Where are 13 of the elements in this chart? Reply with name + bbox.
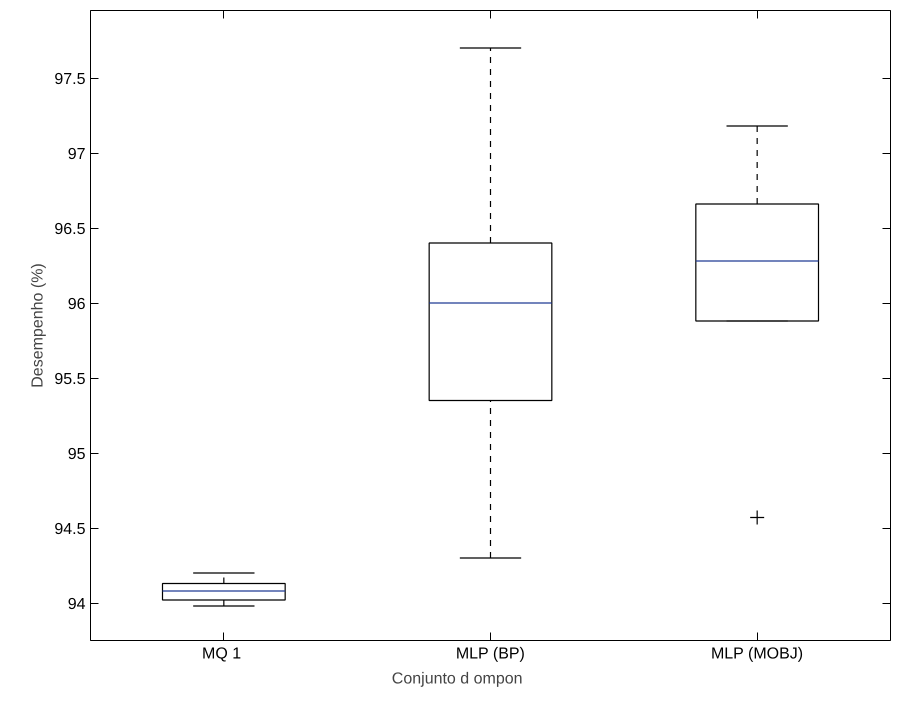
x-tick-label: MQ 1: [202, 646, 242, 662]
y-tick-label: 94: [68, 596, 86, 613]
y-tick-label: 96: [68, 296, 86, 313]
x-tick-label: MLP (BP): [456, 646, 525, 662]
x-axis-title: Conjunto d ompon: [392, 670, 523, 688]
y-tick-label: 95.5: [54, 371, 86, 388]
y-tick-label: 94.5: [54, 521, 86, 538]
x-tick-label: MLP (MOBJ): [710, 646, 804, 662]
y-axis-title: Desempenho (%): [29, 263, 46, 388]
y-tick-label: 95: [68, 446, 86, 463]
y-tick-label: 97: [68, 146, 86, 163]
y-tick-label: 96.5: [54, 221, 86, 238]
y-tick-label: 97.5: [54, 71, 86, 88]
